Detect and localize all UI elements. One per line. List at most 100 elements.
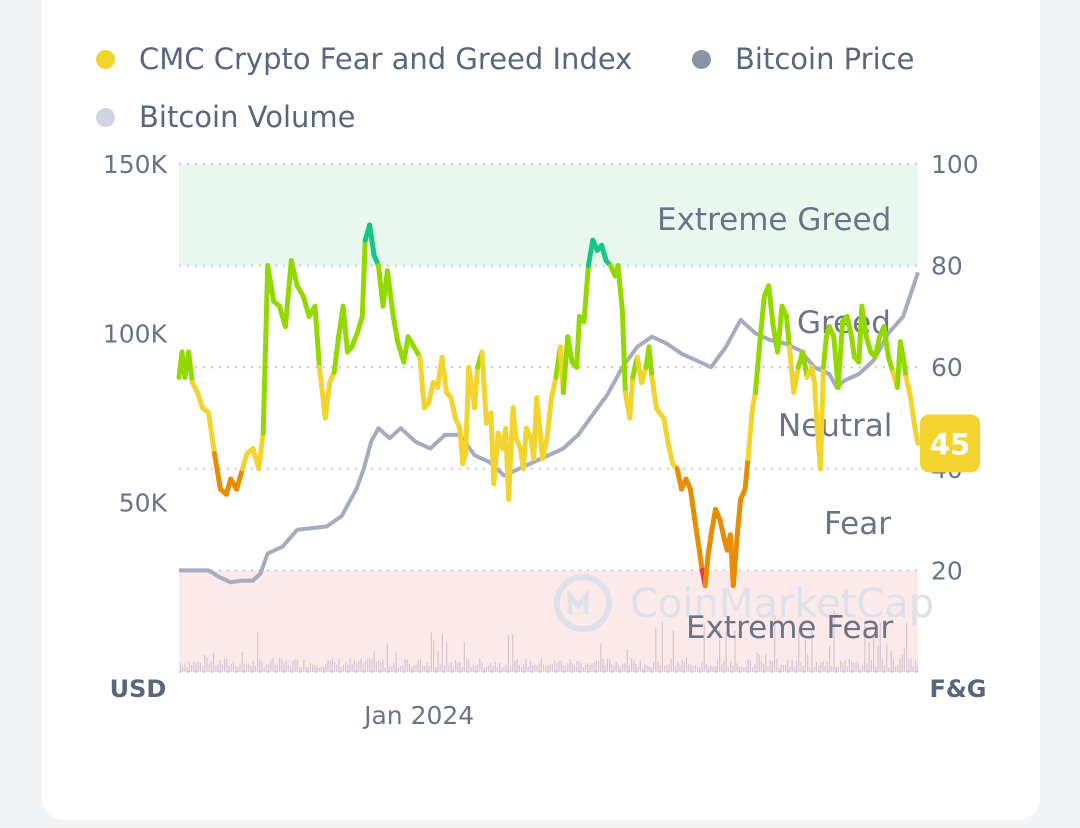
volume-bar (217, 664, 219, 672)
volume-bar (646, 665, 648, 672)
volume-bar (384, 667, 386, 672)
volume-bar (721, 664, 723, 672)
fear-greed-segment (818, 364, 826, 472)
volume-bar (584, 665, 586, 672)
fear-greed-segment (331, 334, 342, 375)
legend-fear-greed[interactable]: CMC Crypto Fear and Greed Index (96, 42, 632, 76)
volume-bar (459, 661, 461, 672)
volume-bar (765, 654, 767, 672)
fear-greed-segment (448, 395, 458, 421)
fear-greed-segment (766, 283, 776, 330)
volume-bar (732, 665, 734, 672)
volume-bar (774, 615, 776, 672)
volume-bar (842, 662, 844, 672)
volume-bar (413, 665, 415, 672)
volume-bar (441, 634, 443, 672)
zone-label-2: Neutral (778, 408, 892, 444)
volume-bar (221, 664, 223, 672)
fear-greed-segment (212, 451, 223, 492)
volume-bar (571, 663, 573, 672)
volume-bar (241, 651, 243, 672)
volume-bar (705, 663, 707, 672)
volume-bar (248, 663, 250, 672)
volume-bar (494, 661, 496, 672)
fear-greed-segment (534, 395, 546, 462)
volume-bar (719, 629, 721, 672)
volume-bar (521, 667, 523, 672)
volume-bar (668, 664, 670, 672)
volume-bar (292, 661, 294, 672)
volume-bar (617, 664, 619, 672)
legend-bitcoin-price[interactable]: Bitcoin Price (692, 42, 914, 76)
left-axis-unit: USD (110, 675, 167, 703)
volume-bar (472, 664, 474, 672)
volume-bar (569, 659, 571, 672)
volume-bar (468, 659, 470, 672)
volume-bar (532, 665, 534, 672)
volume-bar (554, 659, 556, 672)
volume-bar (235, 665, 237, 672)
fear-greed-segment (775, 303, 785, 355)
volume-bar (285, 660, 287, 672)
volume-bar (873, 638, 875, 672)
volume-bar (741, 666, 743, 672)
volume-bar (846, 666, 848, 672)
volume-bar (848, 658, 850, 672)
fear-greed-segment (661, 415, 671, 446)
volume-bar (356, 663, 358, 672)
volume-bar (877, 646, 879, 672)
zone-label-4: Extreme Fear (686, 610, 894, 646)
right-axis-tick: 80 (931, 252, 963, 281)
volume-bar (708, 666, 710, 672)
volume-bar (824, 665, 826, 672)
volume-bar (252, 660, 254, 672)
volume-bar (184, 663, 186, 672)
volume-bar (710, 665, 712, 672)
volume-bar (769, 659, 771, 672)
fear-greed-segment (599, 242, 609, 263)
volume-bar (879, 621, 881, 672)
volume-bar (655, 628, 657, 672)
volume-bar (259, 659, 261, 672)
volume-bar (406, 659, 408, 672)
volume-bar (653, 662, 655, 672)
volume-bar (375, 661, 377, 672)
volume-bar (862, 665, 864, 672)
fear-greed-segment (745, 405, 755, 462)
volume-bar (787, 660, 789, 672)
volume-bar (694, 665, 696, 672)
fear-greed-segment (574, 313, 582, 370)
volume-bar (892, 658, 894, 672)
left-axis-tick: 150K (103, 150, 168, 179)
volume-bar (701, 662, 703, 672)
volume-bar (901, 654, 903, 672)
fear-greed-segment (665, 440, 676, 467)
right-axis-unit: F&G (929, 675, 986, 703)
volume-bar (314, 665, 316, 672)
volume-bar (578, 660, 580, 672)
volume-bar (477, 664, 479, 672)
volume-bar (657, 660, 659, 672)
volume-bar (246, 663, 248, 672)
fear-greed-segment (195, 390, 206, 411)
volume-bar (210, 661, 212, 672)
volume-bar (864, 621, 866, 672)
volume-bar (265, 664, 267, 672)
legend-bitcoin-volume[interactable]: Bitcoin Volume (96, 100, 356, 134)
volume-bar (796, 660, 798, 672)
fear-greed-segment (912, 425, 921, 446)
volume-bar (362, 663, 364, 672)
fear-greed-segment (549, 374, 559, 401)
volume-bar (622, 664, 624, 672)
fear-greed-segment (240, 451, 250, 472)
volume-bar (697, 666, 699, 672)
volume-bar (261, 661, 263, 672)
legend-fear-greed-label: CMC Crypto Fear and Greed Index (139, 42, 633, 76)
fear-greed-segment (639, 364, 649, 385)
volume-bar (545, 666, 547, 672)
volume-bar (268, 664, 270, 672)
fear-greed-segment (581, 263, 591, 324)
volume-bar (279, 658, 281, 672)
volume-bar (444, 665, 446, 672)
volume-bar (789, 666, 791, 672)
